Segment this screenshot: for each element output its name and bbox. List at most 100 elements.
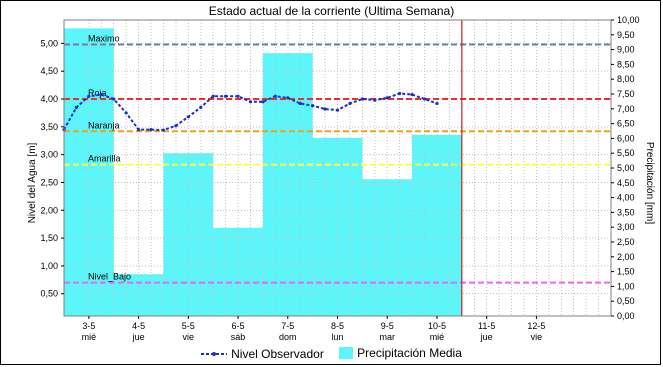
y-right-tick-label: 5,50 (617, 148, 635, 158)
x-tick-day-label: sáb (231, 332, 246, 342)
x-tick-date-label: 3-5 (82, 321, 95, 331)
cyan-square-legend-icon (339, 347, 354, 359)
x-tick-date-label: 10-5 (428, 321, 446, 331)
y-right-tick-label: 8,00 (617, 74, 635, 84)
x-tick-day-label: jue (480, 332, 493, 342)
water-level-point (87, 94, 91, 98)
y-right-tick-label: 2,00 (617, 252, 635, 262)
water-level-point (385, 96, 389, 100)
y-left-tick-label: 2,50 (40, 177, 58, 187)
y-right-tick-label: 10,00 (617, 15, 640, 25)
chart-title: Estado actual de la corriente (Ultima Se… (208, 4, 455, 18)
y-axis-left-label: Nivel del Agua [m] (27, 142, 38, 223)
threshold-label: Nivel_Bajo (88, 272, 131, 282)
threshold-label: Naranja (88, 120, 120, 130)
x-tick-day-label: jue (132, 332, 145, 342)
x-tick-day-label: vie (183, 332, 195, 342)
y-left-tick-label: 4,00 (40, 94, 58, 104)
x-tick-day-label: mar (379, 332, 395, 342)
y-left-tick-label: 3,50 (40, 122, 58, 132)
water-level-point (99, 92, 103, 97)
y-right-tick-label: 6,50 (617, 119, 635, 129)
axes: 5,00 4,50 4,00 3,50 3,00 2,50 2,00 1,50 1,00 0,50… (40, 15, 639, 342)
precipitation-bar (412, 134, 462, 316)
water-level-point (398, 91, 402, 96)
water-level-point (112, 97, 116, 101)
water-level-point (323, 107, 327, 111)
precipitation-bar (64, 28, 114, 317)
y-left-tick-label: 2,00 (40, 205, 58, 215)
water-level-point (199, 105, 203, 109)
y-right-tick-label: 2,50 (617, 237, 635, 247)
y-right-tick-label: 3,50 (617, 207, 635, 217)
y-right-tick-label: 7,00 (617, 104, 635, 114)
x-tick-day-label: mié (430, 332, 445, 342)
x-tick-day-label: mié (82, 332, 97, 342)
legend-item-precipitacion[interactable]: Precipitación Media (339, 346, 462, 360)
water-level-point (410, 92, 414, 97)
precipitation-bar (163, 153, 214, 316)
water-level-point (124, 111, 128, 115)
water-level-point (360, 97, 364, 101)
y-left-tick-label: 1,50 (40, 233, 58, 243)
x-tick-date-label: 5-5 (182, 321, 195, 331)
water-level-point (186, 115, 190, 119)
water-level-point (373, 98, 377, 102)
y-right-tick-label: 7,50 (617, 89, 635, 99)
water-level-point (149, 128, 153, 132)
y-right-tick-label: 0,00 (617, 311, 635, 321)
threshold-label: Roja (88, 88, 107, 98)
water-level-point (311, 104, 315, 108)
y-right-tick-label: 9,00 (617, 45, 635, 55)
y-right-tick-label: 1,00 (617, 281, 635, 291)
chart-legend: Nivel Observador Precipitación Media (0, 346, 663, 362)
y-axis-right-label: Precipitación [mm] (644, 142, 655, 224)
precipitation-bar (362, 179, 413, 316)
water-level-point (236, 94, 240, 98)
x-tick-date-label: 4-5 (132, 321, 145, 331)
y-left-tick-label: 1,00 (40, 261, 58, 271)
water-level-point (224, 94, 228, 98)
legend-item-nivel[interactable]: Nivel Observador (201, 347, 324, 361)
x-tick-date-label: 7-5 (281, 321, 294, 331)
water-level-point (211, 94, 215, 98)
y-right-tick-label: 4,50 (617, 178, 635, 188)
y-right-tick-label: 4,00 (617, 193, 635, 203)
water-level-point (136, 128, 141, 132)
legend-label: Nivel Observador (231, 347, 324, 361)
water-level-point (422, 97, 427, 101)
water-level-point (286, 96, 290, 100)
y-right-tick-label: 1,50 (617, 267, 635, 277)
x-tick-date-label: 12-5 (527, 321, 545, 331)
water-level-point (174, 124, 178, 128)
y-right-tick-label: 9,50 (617, 30, 635, 40)
x-tick-date-label: 9-5 (381, 321, 394, 331)
water-level-point (261, 100, 265, 104)
water-level-series (62, 91, 439, 132)
y-right-tick-label: 0,50 (617, 296, 635, 306)
x-tick-day-label: lun (331, 332, 343, 342)
water-level-point (248, 100, 253, 104)
water-level-point (273, 94, 277, 98)
x-tick-date-label: 11-5 (478, 321, 495, 331)
threshold-label: Amarilla (88, 154, 121, 164)
legend-label: Precipitación Media (357, 346, 462, 360)
dashed-line-legend-icon (201, 352, 228, 356)
water-level-point (348, 101, 352, 106)
threshold-label: Maximo (88, 33, 120, 43)
y-right-tick-label: 3,00 (617, 222, 635, 232)
y-right-tick-label: 5,00 (617, 163, 635, 173)
y-left-tick-label: 3,00 (40, 150, 58, 160)
y-left-tick-label: 5,00 (40, 38, 58, 48)
x-tick-date-label: 6-5 (232, 321, 245, 331)
y-left-tick-label: 0,50 (40, 289, 58, 299)
water-level-point (435, 101, 439, 106)
water-level-point (335, 108, 340, 112)
threshold-lines: Maximo Roja Naranja Amarilla Nivel_Bajo (64, 20, 611, 316)
x-tick-day-label: dom (279, 332, 297, 342)
y-right-tick-label: 8,50 (617, 59, 635, 69)
x-tick-day-label: vie (531, 332, 543, 342)
y-right-tick-label: 6,00 (617, 133, 635, 143)
water-level-point (74, 105, 79, 109)
